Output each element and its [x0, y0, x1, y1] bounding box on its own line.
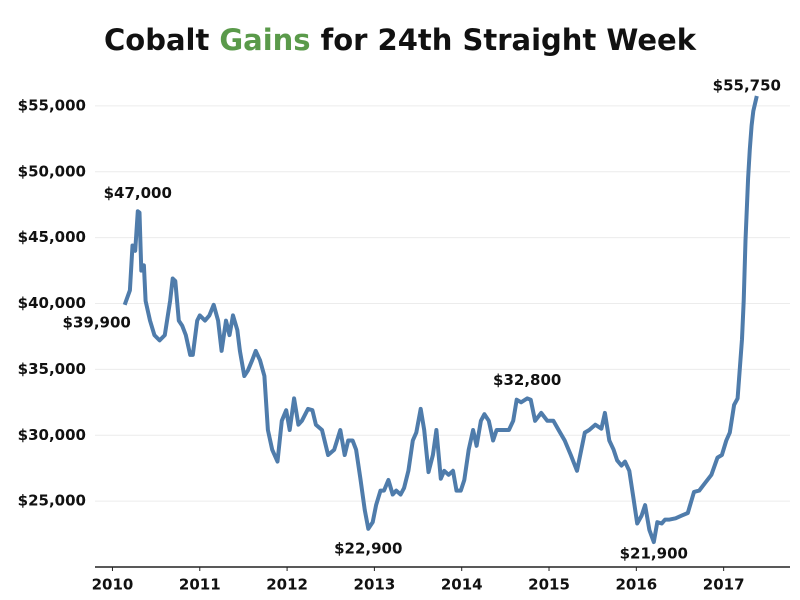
y-tick-label: $30,000: [18, 426, 86, 444]
annotation: $47,000: [104, 184, 172, 202]
series-line: [122, 95, 759, 544]
x-tick-label: 2016: [615, 576, 657, 594]
x-tick-label: 2010: [92, 576, 134, 594]
x-tick-label: 2012: [266, 576, 308, 594]
x-tick-label: 2011: [179, 576, 221, 594]
annotation: $22,900: [334, 539, 402, 557]
y-tick-label: $35,000: [18, 360, 86, 378]
y-tick-label: $45,000: [18, 228, 86, 246]
x-tick-label: 2015: [528, 576, 570, 594]
y-tick-label: $40,000: [18, 294, 86, 312]
annotation: $21,900: [620, 544, 688, 562]
annotation: $32,800: [493, 371, 561, 389]
title-part: for 24th Straight Week: [321, 23, 697, 57]
x-tick-label: 2017: [703, 576, 745, 594]
x-tick-label: 2014: [441, 576, 483, 594]
y-tick-label: $25,000: [18, 492, 86, 510]
annotation: $55,750: [713, 76, 781, 94]
annotation: $39,900: [63, 313, 131, 331]
x-tick-label: 2013: [354, 576, 396, 594]
y-tick-label: $55,000: [18, 96, 86, 114]
title-highlight: Gains: [219, 23, 310, 57]
chart-title: Cobalt Gains for 24th Straight Week: [104, 23, 697, 57]
title-part: Cobalt: [104, 23, 209, 57]
y-tick-label: $50,000: [18, 162, 86, 180]
